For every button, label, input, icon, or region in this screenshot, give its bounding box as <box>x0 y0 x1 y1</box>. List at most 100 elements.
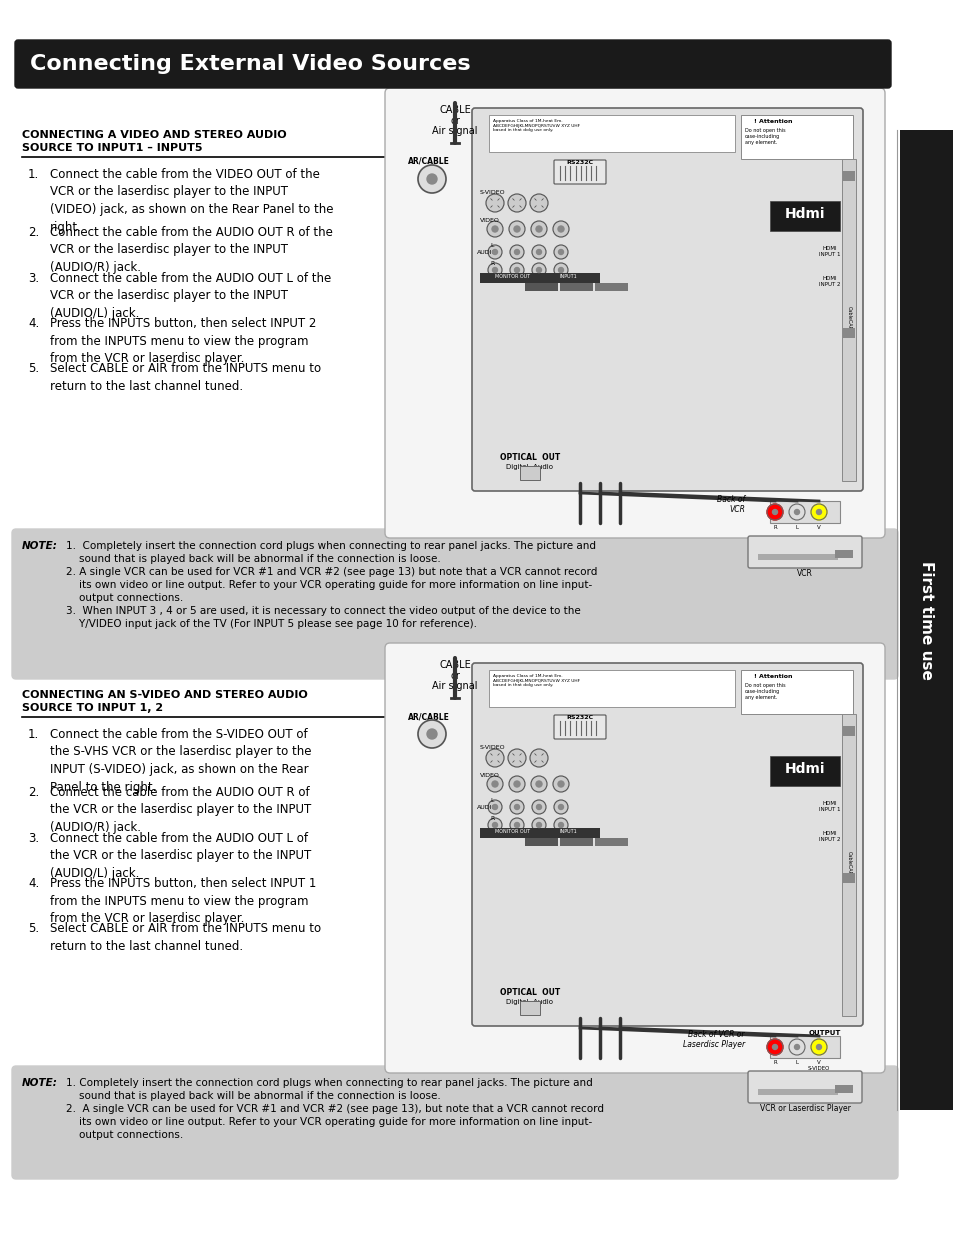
Circle shape <box>532 245 545 259</box>
Text: 2. A single VCR can be used for VCR #1 and VCR #2 (see page 13) but note that a : 2. A single VCR can be used for VCR #1 a… <box>66 567 597 577</box>
Circle shape <box>514 781 519 787</box>
Text: Press the INPUTS button, then select INPUT 1
from the INPUTS menu to view the pr: Press the INPUTS button, then select INP… <box>50 877 316 925</box>
Text: its own video or line output. Refer to your VCR operating guide for more informa: its own video or line output. Refer to y… <box>66 1116 592 1128</box>
Circle shape <box>558 249 563 254</box>
Circle shape <box>488 818 501 832</box>
Text: output connections.: output connections. <box>66 1130 183 1140</box>
Text: 4.: 4. <box>28 317 39 330</box>
Bar <box>769 501 840 522</box>
Circle shape <box>510 245 523 259</box>
Text: Connect the cable from the S-VIDEO OUT of
the S-VHS VCR or the laserdisc player : Connect the cable from the S-VIDEO OUT o… <box>50 727 312 794</box>
Text: Hdmi: Hdmi <box>784 207 824 221</box>
Text: Apparatus Class of 1M-heat Em.
ABCDEFGHIJKLMNOPQRSTUVW XYZ UHF
based in that dol: Apparatus Class of 1M-heat Em. ABCDEFGHI… <box>493 119 579 132</box>
Text: CableCARD: CableCARD <box>845 306 851 333</box>
Circle shape <box>536 226 541 232</box>
Text: 5.: 5. <box>28 363 39 375</box>
FancyBboxPatch shape <box>385 643 884 1073</box>
Circle shape <box>772 1045 777 1050</box>
Text: 1.: 1. <box>28 727 39 741</box>
Text: OUTPUT: OUTPUT <box>808 1030 841 1036</box>
Circle shape <box>788 1039 804 1055</box>
FancyBboxPatch shape <box>740 115 852 159</box>
Text: INPUT1: INPUT1 <box>559 274 578 279</box>
Circle shape <box>554 263 567 277</box>
Text: CableCARD: CableCARD <box>845 851 851 879</box>
FancyBboxPatch shape <box>740 671 852 714</box>
Circle shape <box>417 720 446 748</box>
Circle shape <box>510 800 523 814</box>
Text: Air signal: Air signal <box>432 126 477 136</box>
Circle shape <box>509 776 524 792</box>
Circle shape <box>514 249 519 254</box>
Text: HDMI
INPUT 2: HDMI INPUT 2 <box>819 831 840 842</box>
Bar <box>524 839 558 846</box>
Text: Select CABLE or AIR from the INPUTS menu to
return to the last channel tuned.: Select CABLE or AIR from the INPUTS menu… <box>50 923 321 953</box>
Bar <box>769 1036 840 1058</box>
Bar <box>841 159 855 480</box>
FancyBboxPatch shape <box>554 161 605 184</box>
FancyBboxPatch shape <box>472 107 862 492</box>
Text: 5.: 5. <box>28 923 39 935</box>
Text: AUDIO: AUDIO <box>476 805 497 810</box>
Circle shape <box>766 1039 782 1055</box>
Bar <box>519 1002 539 1015</box>
Text: 4.: 4. <box>28 877 39 890</box>
Text: S-VIDEO: S-VIDEO <box>479 745 505 750</box>
Text: OPTICAL  OUT: OPTICAL OUT <box>499 988 559 997</box>
Text: MONITOR OUT: MONITOR OUT <box>495 274 530 279</box>
Bar <box>899 130 953 1110</box>
FancyBboxPatch shape <box>489 115 734 152</box>
Text: R: R <box>490 261 494 266</box>
FancyBboxPatch shape <box>385 88 884 538</box>
Circle shape <box>558 781 563 787</box>
Bar <box>842 726 854 736</box>
Text: SOURCE TO INPUT 1, 2: SOURCE TO INPUT 1, 2 <box>22 703 163 713</box>
Circle shape <box>492 804 497 809</box>
Circle shape <box>492 268 497 273</box>
Text: ! Attention: ! Attention <box>753 119 792 124</box>
Text: Select CABLE or AIR from the INPUTS menu to
return to the last channel tuned.: Select CABLE or AIR from the INPUTS menu… <box>50 363 321 393</box>
FancyBboxPatch shape <box>15 40 890 88</box>
Text: Y/VIDEO input jack of the TV (For INPUT 5 please see page 10 for reference).: Y/VIDEO input jack of the TV (For INPUT … <box>66 619 476 629</box>
Text: L: L <box>490 243 493 248</box>
Text: Back of
VCR: Back of VCR <box>716 495 744 515</box>
Text: CABLE: CABLE <box>438 105 471 115</box>
Text: HDMI
INPUT 1: HDMI INPUT 1 <box>819 802 840 811</box>
Text: Apparatus Class of 1M-heat Em.
ABCDEFGHIJKLMNOPQRSTUVW XYZ UHF
based in that dol: Apparatus Class of 1M-heat Em. ABCDEFGHI… <box>493 674 579 687</box>
Text: 1.: 1. <box>28 168 39 182</box>
Circle shape <box>427 174 436 184</box>
Circle shape <box>510 818 523 832</box>
Circle shape <box>554 818 567 832</box>
Circle shape <box>536 781 541 787</box>
Circle shape <box>554 800 567 814</box>
Circle shape <box>427 729 436 739</box>
Circle shape <box>507 194 525 212</box>
Circle shape <box>492 781 497 787</box>
Text: CONNECTING A VIDEO AND STEREO AUDIO: CONNECTING A VIDEO AND STEREO AUDIO <box>22 130 286 140</box>
Circle shape <box>772 510 777 515</box>
Text: sound that is played back will be abnormal if the connection is loose.: sound that is played back will be abnorm… <box>66 1091 440 1100</box>
Text: HDMI
INPUT 1: HDMI INPUT 1 <box>819 246 840 257</box>
Text: 3.: 3. <box>28 831 39 845</box>
Text: its own video or line output. Refer to your VCR operating guide for more informa: its own video or line output. Refer to y… <box>66 580 592 590</box>
Circle shape <box>488 263 501 277</box>
Circle shape <box>536 823 541 827</box>
Text: 3.: 3. <box>28 272 39 284</box>
Circle shape <box>536 268 541 273</box>
Circle shape <box>816 1045 821 1050</box>
Bar <box>769 756 840 785</box>
Circle shape <box>788 504 804 520</box>
Circle shape <box>554 245 567 259</box>
Bar <box>559 839 593 846</box>
Bar <box>841 714 855 1016</box>
Circle shape <box>507 748 525 767</box>
Text: AR/CABLE: AR/CABLE <box>408 157 450 165</box>
Text: Connect the cable from the AUDIO OUT L of the
VCR or the laserdisc player to the: Connect the cable from the AUDIO OUT L o… <box>50 272 331 320</box>
Circle shape <box>794 1045 799 1050</box>
Text: R: R <box>772 525 776 530</box>
Bar <box>595 839 627 846</box>
Bar <box>595 283 627 291</box>
Text: 3.  When INPUT 3 , 4 or 5 are used, it is necessary to connect the video output : 3. When INPUT 3 , 4 or 5 are used, it is… <box>66 606 580 616</box>
Text: MONITOR OUT: MONITOR OUT <box>495 829 530 834</box>
Circle shape <box>558 268 563 273</box>
